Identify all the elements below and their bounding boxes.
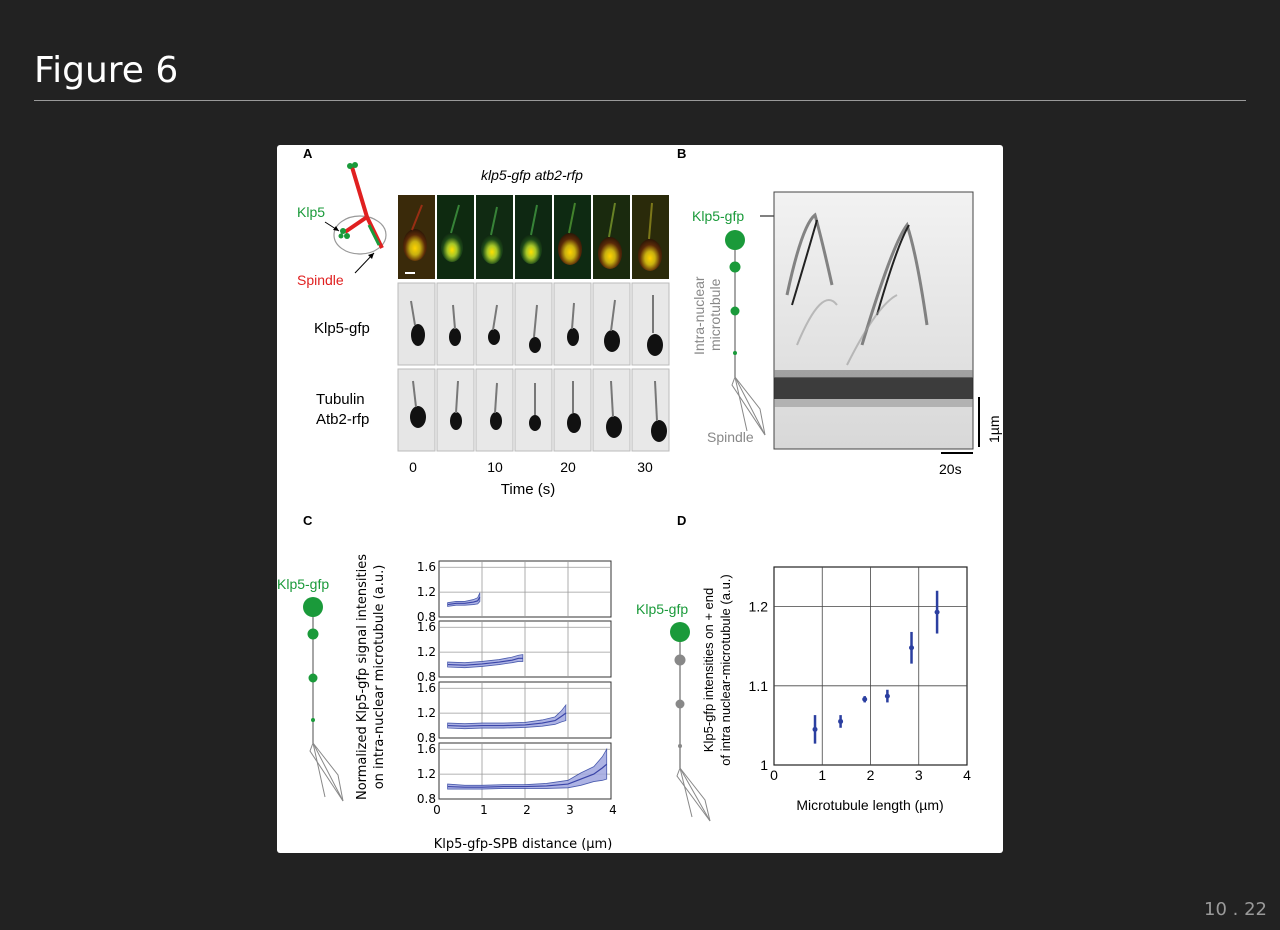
- y-tick-label: 1.1: [749, 678, 769, 694]
- panel-a-time-label: Time (s): [501, 481, 555, 498]
- panel-d-letter: D: [677, 513, 686, 528]
- title-divider: [34, 100, 1246, 101]
- x-tick-label: 2: [867, 767, 875, 783]
- panel-b-kymograph: [773, 191, 974, 450]
- panel-a-klp5-row: [397, 282, 670, 366]
- panel-b-letter: B: [677, 146, 686, 161]
- panel-a-tubulin-row: [397, 368, 670, 452]
- series-line: [447, 712, 567, 727]
- panel-a-schematic: [324, 162, 387, 274]
- y-tick-label: 1.6: [417, 560, 436, 574]
- y-tick-label: 1: [760, 757, 768, 773]
- panel-a-time-tick: 10: [487, 459, 503, 475]
- x-tick-label: 2: [523, 803, 531, 817]
- confidence-band: [447, 747, 608, 790]
- figure-panel: A klp5-gfp atb2-rfp Klp5 Spindle: [277, 145, 1003, 853]
- x-tick-label: 3: [915, 767, 923, 783]
- panel-b-scale-v: 1µm: [986, 415, 1002, 443]
- slide-number: 10 . 22: [1204, 899, 1267, 920]
- x-tick-label: 4: [609, 803, 617, 817]
- x-tick-label: 0: [433, 803, 441, 817]
- x-tick-label: 1: [480, 803, 488, 817]
- panel-a-color-row: [398, 195, 669, 279]
- y-tick-label: 1.2: [417, 706, 436, 720]
- y-tick-label: 1.2: [749, 599, 769, 615]
- panel-d-schematic: [670, 622, 711, 822]
- panel-a-row1-label: Klp5-gfp: [314, 320, 370, 337]
- y-tick-label: 1.2: [417, 645, 436, 659]
- panel-d-ylabel-2: of intra nuclear-microtubule (a.u.): [718, 574, 733, 765]
- y-tick-label: 1.2: [417, 767, 436, 781]
- data-point: [812, 726, 818, 732]
- confidence-band: [447, 703, 567, 730]
- panel-c-klp5-label: Klp5-gfp: [277, 576, 329, 592]
- panel-b-mt-label-2: microtubule: [707, 278, 723, 351]
- series-line: [447, 763, 608, 788]
- panel-b-spindle-label: Spindle: [707, 429, 754, 445]
- panel-a-row2-label-2: Atb2-rfp: [316, 411, 369, 428]
- slide-title: Figure 6: [34, 50, 179, 91]
- confidence-band: [447, 654, 524, 669]
- panel-c-ylabel-2: on intra-nuclear microtubule (a.u.): [372, 565, 387, 790]
- panel-a-row2-label-1: Tubulin: [316, 391, 365, 408]
- data-point: [934, 609, 940, 615]
- panel-d-klp5-label: Klp5-gfp: [636, 601, 688, 617]
- panel-d-xlabel: Microtubule length (µm): [796, 797, 943, 813]
- panel-c-xlabel: Klp5-gfp-SPB distance (µm): [434, 837, 613, 852]
- figure-svg: A klp5-gfp atb2-rfp Klp5 Spindle: [277, 146, 1002, 852]
- panel-c-chart: 1.61.20.81.61.20.81.61.20.81.61.20.80 1 2 3…: [417, 560, 617, 817]
- x-tick-label: 0: [770, 767, 778, 783]
- panel-b-scale-h: 20s: [939, 461, 962, 477]
- y-tick-label: 0.8: [417, 610, 436, 624]
- panel-c-schematic: [303, 597, 344, 802]
- panel-a-time-tick: 30: [637, 459, 653, 475]
- y-tick-label: 1.6: [417, 681, 436, 695]
- x-tick-label: 3: [566, 803, 574, 817]
- y-tick-label: 1.2: [417, 585, 436, 599]
- x-tick-label: 1: [818, 767, 826, 783]
- panel-a-time-tick: 0: [409, 459, 417, 475]
- panel-a-header: klp5-gfp atb2-rfp: [481, 167, 583, 183]
- y-tick-label: 1.6: [417, 742, 436, 756]
- y-tick-label: 0.8: [417, 731, 436, 745]
- series-line: [447, 596, 481, 606]
- panel-c-letter: C: [303, 513, 313, 528]
- y-tick-label: 0.8: [417, 670, 436, 684]
- panel-a-klp5-label: Klp5: [297, 204, 325, 220]
- series-line: [447, 657, 523, 666]
- panel-b-klp5-label: Klp5-gfp: [692, 208, 744, 224]
- data-point: [884, 693, 890, 699]
- panel-b-schematic: [725, 230, 766, 436]
- panel-b-mt-label-1: Intra-nuclear: [691, 276, 707, 355]
- data-point: [909, 645, 915, 651]
- y-tick-label: 0.8: [417, 792, 436, 806]
- panel-a-letter: A: [303, 146, 313, 161]
- panel-a-time-tick: 20: [560, 459, 576, 475]
- data-point: [838, 718, 844, 724]
- x-tick-label: 4: [963, 767, 971, 783]
- panel-a-spindle-label: Spindle: [297, 272, 344, 288]
- panel-d-chart: 11.11.20 1 2 3 4: [749, 566, 971, 783]
- data-point: [862, 696, 868, 702]
- y-tick-label: 1.6: [417, 620, 436, 634]
- panel-d-ylabel-1: Klp5-gfp intensities on + end: [701, 588, 716, 752]
- panel-c-ylabel-1: Normalized Klp5-gfp signal intensities: [355, 554, 370, 800]
